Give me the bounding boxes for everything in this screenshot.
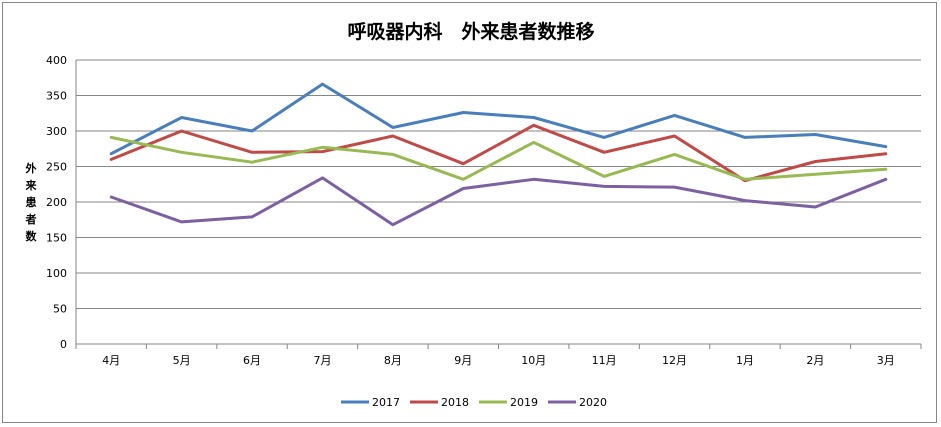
x-tick-label: 7月 [313,354,331,367]
series-line-2017 [109,82,888,156]
series-line-2019 [109,135,888,181]
legend-label: 2018 [441,396,469,409]
x-tick-label: 6月 [243,354,261,367]
y-tick-label: 100 [46,267,67,280]
x-tick-label: 8月 [384,354,402,367]
y-axis-label-char: 患 [26,195,37,209]
y-tick-label: 350 [46,90,67,103]
y-axis-label-char: 者 [25,212,37,226]
legend: 2017 2018 2019 2020 [341,396,607,409]
y-tick-label: 50 [53,303,67,316]
chart-frame: 呼吸器内科 外来患者数推移 外来患者数 0 50 100 150 200 250 300 35… [2,2,937,423]
x-tick-label: 4月 [102,354,120,367]
y-axis-label-char: 外 [25,161,37,175]
y-tick-label: 150 [46,232,67,245]
x-tick-label: 1月 [736,354,754,367]
y-tick-label: 0 [60,338,67,351]
x-tick-label: 5月 [173,354,191,367]
y-axis-ticks: 0 50 100 150 200 250 300 350 400 [46,54,67,351]
y-axis-label-char: 来 [25,178,38,192]
y-tick-label: 300 [46,125,67,138]
series-line-2020 [109,176,888,227]
line-chart: 呼吸器内科 外来患者数推移 外来患者数 0 50 100 150 200 250 300 35… [25,20,922,409]
y-tick-label: 200 [46,196,67,209]
y-axis-label-char: 数 [26,229,38,243]
legend-label: 2019 [510,396,538,409]
x-tick-label: 11月 [592,354,617,367]
x-tick-label: 2月 [806,354,824,367]
y-tick-label: 250 [46,161,67,174]
x-tick-label: 10月 [521,354,546,367]
legend-label: 2017 [372,396,400,409]
legend-label: 2020 [579,396,607,409]
x-axis-ticks: 4月 5月 6月 7月 8月 9月 10月 11月 12月 1月 2月 3月 [75,344,922,367]
series-line-2018 [109,123,888,183]
x-tick-label: 12月 [662,354,687,367]
chart-title: 呼吸器内科 外来患者数推移 [347,20,594,43]
x-tick-label: 9月 [454,354,472,367]
x-tick-label: 3月 [877,354,895,367]
y-axis-label: 外来患者数 [25,161,38,243]
series-lines [109,82,888,227]
gridlines [75,59,921,345]
y-tick-label: 400 [46,54,67,67]
